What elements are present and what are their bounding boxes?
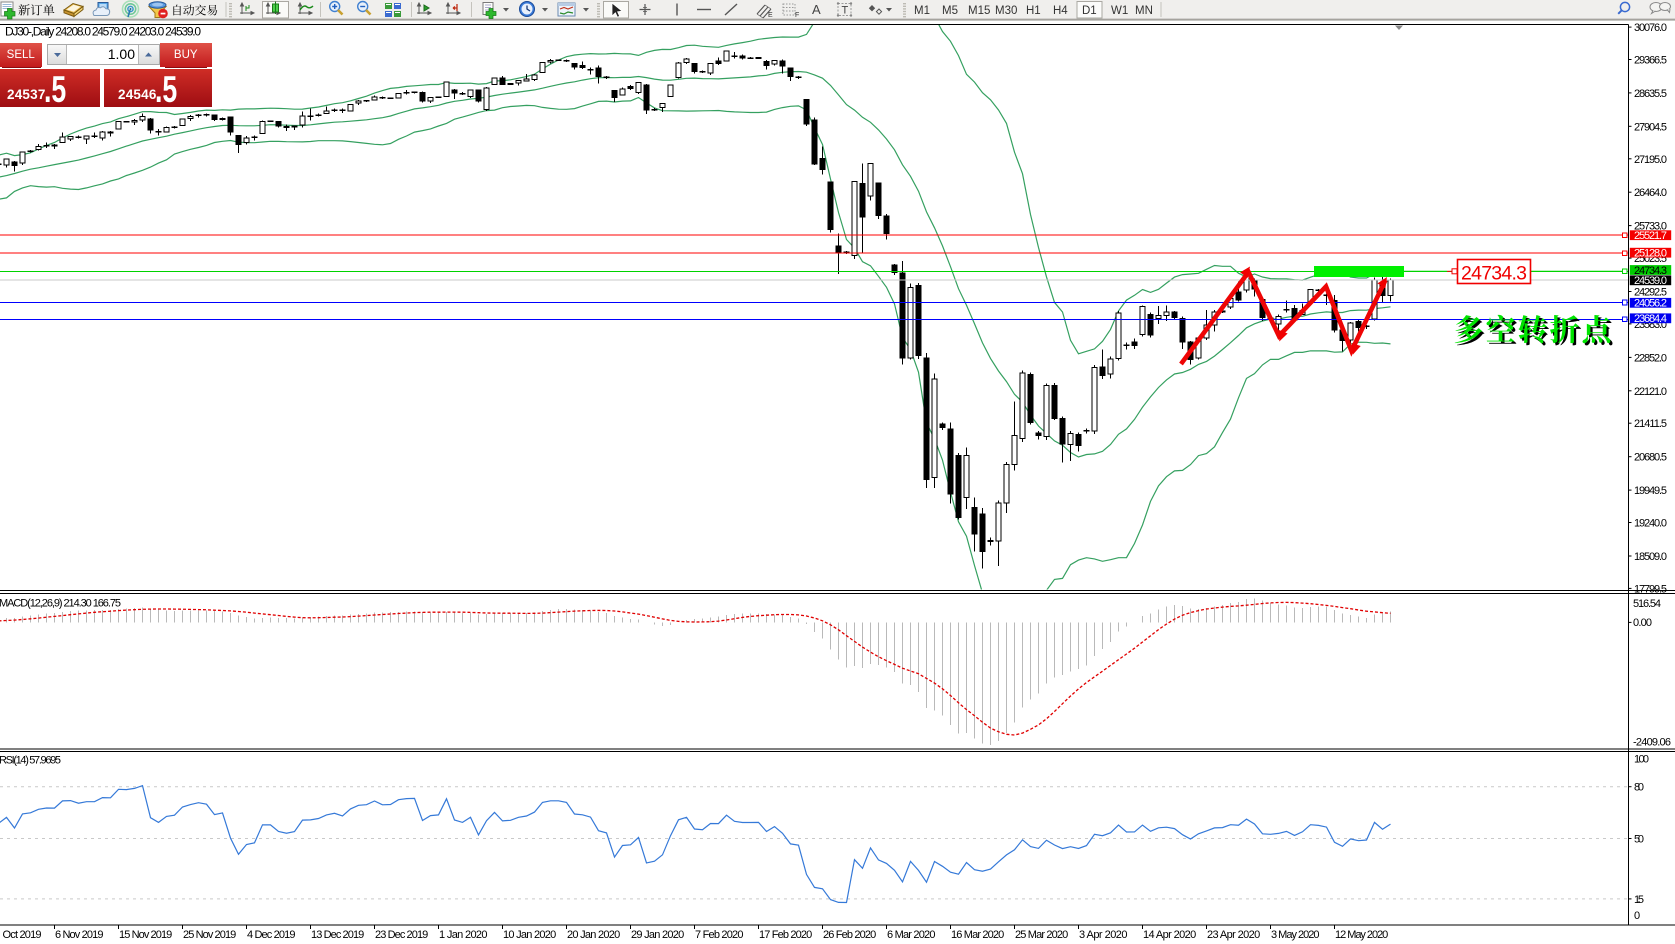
svg-text:17799.5: 17799.5: [1634, 583, 1667, 595]
svg-text:15: 15: [1634, 894, 1644, 906]
svg-text:16 Mar 2020: 16 Mar 2020: [951, 929, 1004, 941]
svg-text:25128.0: 25128.0: [1634, 248, 1667, 260]
svg-text:21411.5: 21411.5: [1634, 418, 1667, 430]
svg-text:MN: MN: [1135, 5, 1153, 17]
svg-text:12 May 2020: 12 May 2020: [1335, 929, 1388, 941]
svg-text:23684.4: 23684.4: [1634, 313, 1667, 325]
svg-text:T: T: [842, 5, 849, 17]
svg-text:25521.7: 25521.7: [1634, 230, 1667, 242]
svg-text:Oct 2019: Oct 2019: [3, 929, 42, 941]
svg-text:20 Jan 2020: 20 Jan 2020: [567, 929, 620, 941]
svg-text:D1: D1: [1082, 5, 1097, 17]
svg-text:100: 100: [1634, 753, 1649, 765]
svg-text:26 Feb 2020: 26 Feb 2020: [823, 929, 876, 941]
svg-text:24734.3: 24734.3: [1461, 262, 1527, 284]
svg-text:6 Nov 2019: 6 Nov 2019: [55, 929, 104, 941]
svg-text:24539.0: 24539.0: [1634, 275, 1667, 287]
svg-text:0.00: 0.00: [1633, 617, 1652, 629]
svg-text:RSI(14) 57.9695: RSI(14) 57.9695: [0, 755, 61, 767]
svg-text:3 Apr 2020: 3 Apr 2020: [1079, 929, 1128, 941]
svg-text:F: F: [795, 12, 799, 19]
svg-text:1 Jan 2020: 1 Jan 2020: [439, 929, 488, 941]
svg-text:25 Mar 2020: 25 Mar 2020: [1015, 929, 1068, 941]
svg-text:50: 50: [1634, 834, 1644, 846]
svg-text:0: 0: [1634, 910, 1640, 922]
svg-text:W1: W1: [1111, 5, 1128, 17]
svg-text:M5: M5: [942, 5, 958, 17]
svg-text:24056.2: 24056.2: [1634, 298, 1667, 310]
svg-text:25 Nov 2019: 25 Nov 2019: [183, 929, 236, 941]
svg-text:10 Jan 2020: 10 Jan 2020: [503, 929, 556, 941]
svg-text:15 Nov 2019: 15 Nov 2019: [119, 929, 172, 941]
svg-text:H4: H4: [1053, 5, 1068, 17]
svg-text:M30: M30: [995, 5, 1017, 17]
svg-text:MACD(12,26,9) 214.30 166.75: MACD(12,26,9) 214.30 166.75: [0, 598, 121, 610]
svg-text:80: 80: [1634, 782, 1644, 794]
svg-text:17 Feb 2020: 17 Feb 2020: [759, 929, 812, 941]
svg-text:-2409.06: -2409.06: [1633, 737, 1671, 749]
svg-text:6 Mar 2020: 6 Mar 2020: [887, 929, 936, 941]
svg-text:DJ30-,Daily 24208.0 24579.0 2: DJ30-,Daily 24208.0 24579.0 24203.0 2453…: [5, 25, 201, 39]
svg-text:29366.5: 29366.5: [1634, 55, 1667, 67]
svg-text:27904.5: 27904.5: [1634, 121, 1667, 133]
svg-text:3 May 2020: 3 May 2020: [1271, 929, 1320, 941]
svg-text:516.54: 516.54: [1633, 598, 1661, 610]
svg-text:27195.0: 27195.0: [1634, 154, 1667, 166]
svg-text:M15: M15: [968, 5, 990, 17]
svg-text:18509.0: 18509.0: [1634, 551, 1667, 563]
svg-text:23 Apr 2020: 23 Apr 2020: [1207, 929, 1260, 941]
svg-text:30076.0: 30076.0: [1634, 22, 1667, 34]
svg-text:23 Dec 2019: 23 Dec 2019: [375, 929, 428, 941]
svg-text:E: E: [768, 12, 773, 19]
svg-text:26464.0: 26464.0: [1634, 187, 1667, 199]
svg-text:25733.0: 25733.0: [1634, 221, 1667, 233]
svg-text:13 Dec 2019: 13 Dec 2019: [311, 929, 364, 941]
svg-text:20680.5: 20680.5: [1634, 452, 1667, 464]
svg-text:24734.3: 24734.3: [1634, 265, 1667, 277]
svg-text:4 Dec 2019: 4 Dec 2019: [247, 929, 296, 941]
svg-text:22121.0: 22121.0: [1634, 386, 1667, 398]
svg-text:14 Apr 2020: 14 Apr 2020: [1143, 929, 1196, 941]
svg-text:28635.5: 28635.5: [1634, 88, 1667, 100]
svg-text:H1: H1: [1026, 5, 1041, 17]
svg-text:M1: M1: [914, 5, 930, 17]
svg-text:22852.0: 22852.0: [1634, 352, 1667, 364]
svg-text:19240.0: 19240.0: [1634, 518, 1667, 530]
svg-text:7 Feb 2020: 7 Feb 2020: [695, 929, 744, 941]
svg-text:A: A: [812, 2, 821, 17]
svg-text:29 Jan 2020: 29 Jan 2020: [631, 929, 684, 941]
svg-text:24292.5: 24292.5: [1634, 287, 1667, 299]
svg-text:19949.5: 19949.5: [1634, 485, 1667, 497]
